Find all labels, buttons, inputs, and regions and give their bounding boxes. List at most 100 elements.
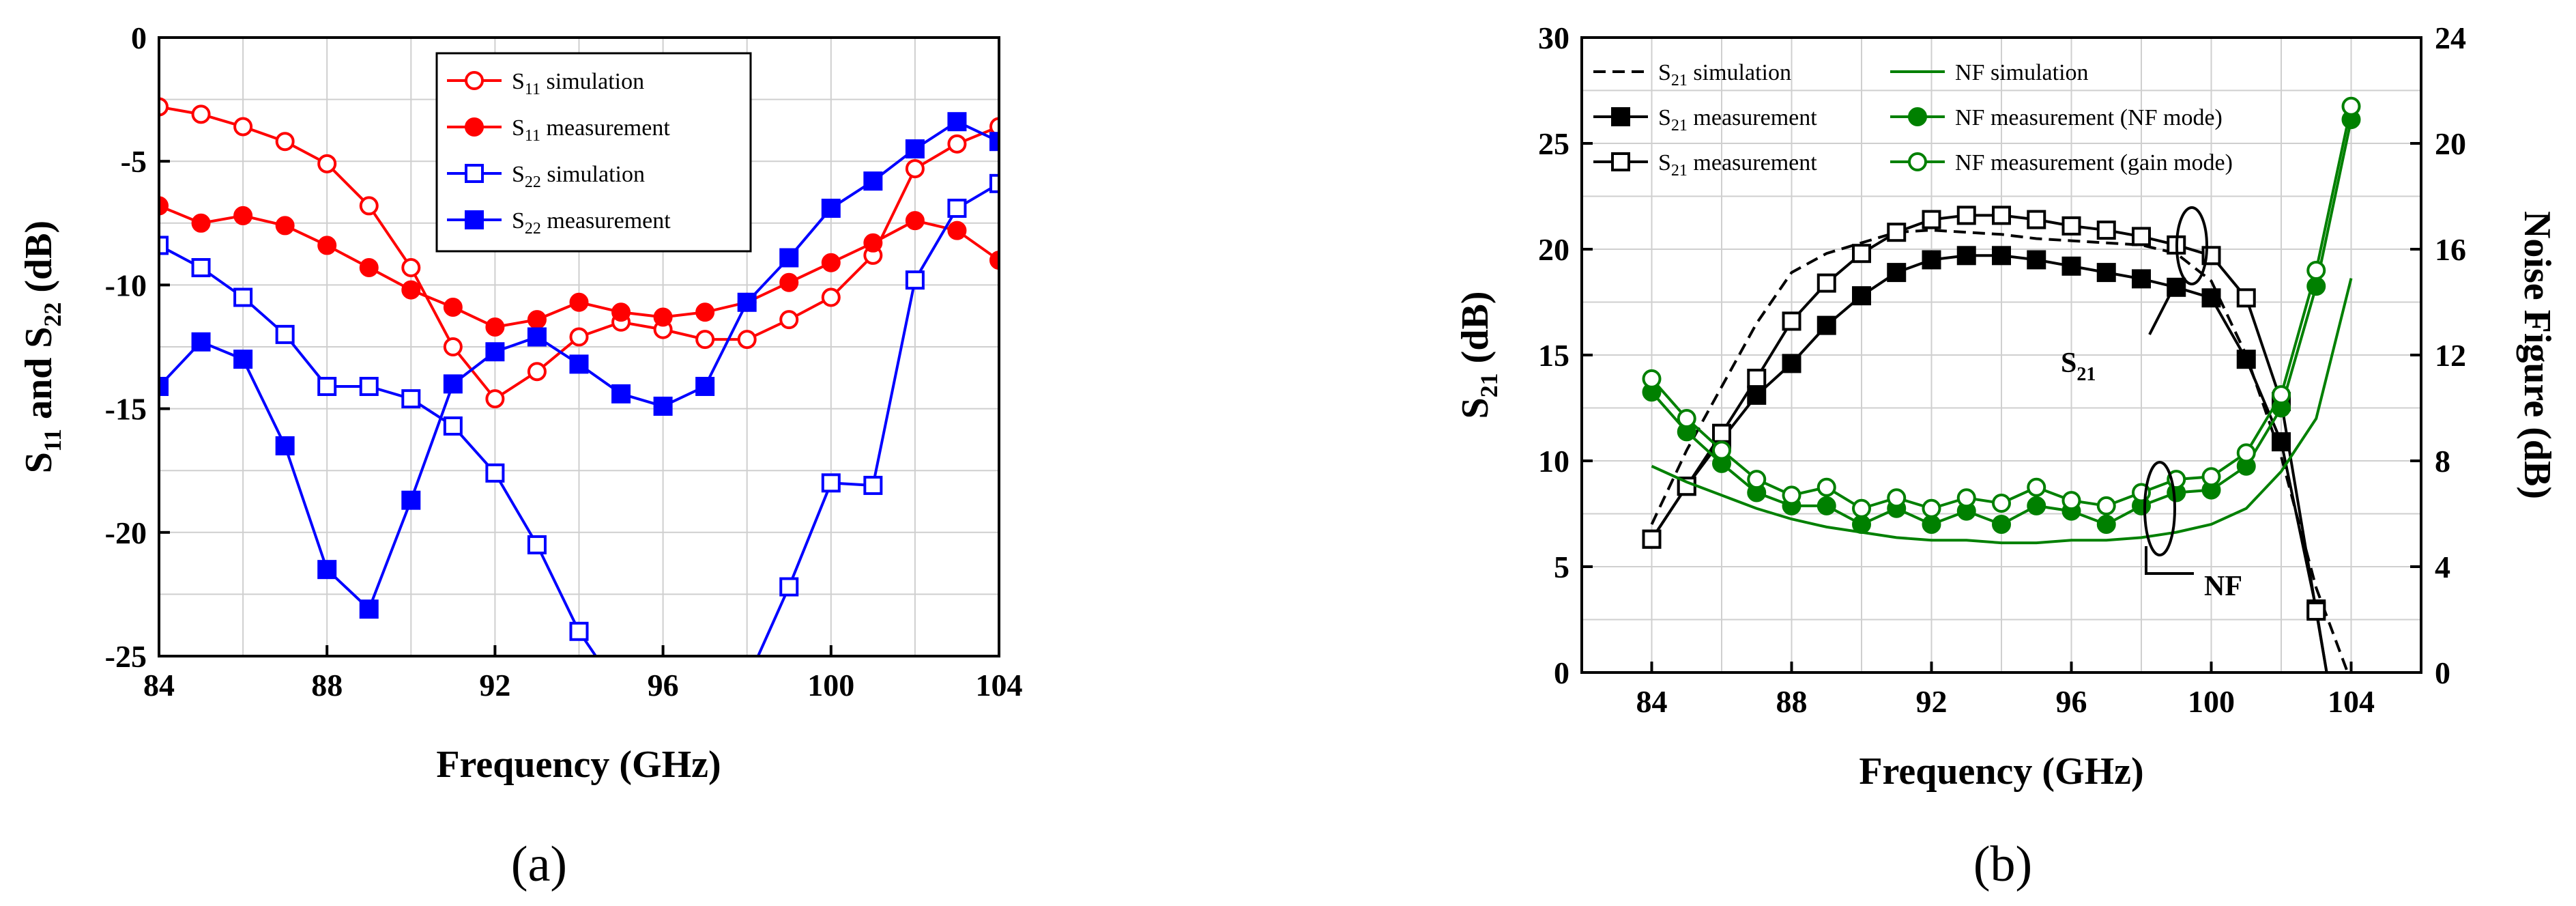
panel-b-series-s21-measurement-2-point [1712, 423, 1731, 443]
panel-a-y-axis-title: S11 and S22 (dB) [18, 221, 66, 473]
panel-b-series-nf-measurement-gain-mode-5-point [1747, 470, 1767, 490]
s21-annotation-arrow [2148, 281, 2178, 335]
panel-a-series-s22-simulation-2-point [317, 376, 337, 396]
panel-a-series-s11-measurement-1 [159, 196, 999, 337]
panel-b-series-s21-measurement-1-point [1852, 286, 1871, 306]
panel-b-series-s21-measurement-2-point [1817, 273, 1836, 293]
panel-b-series-s21-measurement-1-point [2096, 263, 2116, 283]
panel-b-y-axis-title: S21 (dB) [1454, 292, 1503, 419]
panel-a-plot-frame [158, 36, 1000, 657]
panel-b-x-tick-label: 104 [2328, 684, 2375, 719]
panel-a-series-s22-measurement-3-point [159, 376, 169, 396]
panel-a-series-s11-simulation-0-point [569, 327, 589, 347]
panel-b-series-nf-measurement-gain-mode-5-point [2096, 496, 2116, 515]
panel-a-series-s11-simulation-0-point [485, 389, 505, 409]
panel-b-y2-tick-label: 8 [2435, 444, 2450, 479]
panel-a-series-s11-measurement-1-point [233, 206, 253, 225]
panel-a-series-s22-measurement-3-point [863, 171, 883, 191]
panel-a-series-s22-measurement-3 [159, 112, 999, 619]
panel-b-series-s21-measurement-1-point [2201, 288, 2221, 308]
panel-a-series-s22-measurement-3-point [317, 560, 337, 580]
panel-a-series-s11-simulation-0-point [443, 337, 463, 356]
panel-b-series-nf-measurement-nf-mode-4-point [1852, 515, 1871, 534]
panel-b-series-nf-measurement-gain-mode-5-point [1782, 485, 1801, 505]
panel-b-series-nf-measurement-gain-mode-5-point [1992, 494, 2011, 513]
panel-a-series-s22-measurement-3-point [359, 599, 379, 619]
panel-a-y-axis-sub-22: 22 [39, 302, 66, 327]
panel-a-x-tick-label: 84 [143, 668, 175, 703]
panel-b-series-nf-simulation-3 [1651, 278, 2353, 545]
panel-b-series-s21-measurement-2-point [1782, 311, 1801, 331]
panel-a-legend-entry-1-label-sub: 11 [525, 127, 540, 145]
panel-b-y2-axis-title: Noise Figure (dB) [2516, 211, 2558, 499]
panel-a-legend-entry-1-label-rest: measurement [540, 115, 670, 141]
panel-a-series-s22-simulation-2-point [401, 389, 421, 409]
panel-b-y2-tick-label: 0 [2435, 655, 2450, 690]
panel-a-series-s22-simulation-2-point [739, 673, 755, 689]
panel-b-legend-marker [1908, 107, 1927, 126]
panel-b-series-s21-measurement-2-point [2306, 601, 2326, 621]
s21-annotation-label: S21 [2061, 348, 2096, 385]
panel-b-series-s21-measurement-1-point [1992, 246, 2011, 266]
panel-a-y-tick-label: -25 [105, 639, 147, 674]
panel-b-y2-tick-label: 12 [2435, 338, 2466, 373]
panel-b-legend-entry-2-label-sub: 21 [1671, 162, 1688, 180]
panel-a-series-s11-simulation-0-point [695, 330, 715, 350]
panel-b-series-nf-measurement-nf-mode-4-point [2096, 515, 2116, 534]
panel-a-series-s11-simulation-0-point [947, 134, 967, 154]
panel-b-legend-entry-0-label: S21 simulation [1658, 60, 1791, 89]
panel-a-series-s11-measurement-1-point [317, 236, 337, 255]
panel-b-legend-entry-5-label: NF measurement (gain mode) [1955, 150, 2233, 175]
panel-b-series-s21-measurement-1-point [2061, 256, 2081, 276]
panel-a-series-s22-measurement-3-point [443, 374, 463, 394]
panel-b-y-tick-label: 15 [1538, 338, 1569, 373]
panel-b-series-s21-measurement-2-point [1642, 529, 1662, 549]
panel-b: 84 88 92 96 100 104 0 5 10 15 20 25 30 0 4 8 12 16 20 24 S2… [1454, 20, 2558, 892]
panel-a-series-s11-simulation-0-point [317, 154, 337, 173]
panel-a-series-s22-measurement-3-point [947, 112, 967, 132]
panel-a-series-s11-simulation-0-point [191, 104, 211, 124]
panel-a-series-s11-measurement-1-point [569, 292, 589, 312]
panel-a-series-s22-measurement-3-point [401, 490, 421, 510]
panel-b-label: (b) [1973, 836, 2032, 892]
panel-a-legend-box [435, 52, 752, 253]
panel-a-series-s11-simulation-0-point [275, 132, 295, 152]
panel-a-series-s11-simulation-0-point [359, 196, 379, 216]
panel-b-series-s21-measurement-1-line [1650, 254, 2328, 673]
panel-b-series-nf-measurement-gain-mode-5-point [1677, 409, 1696, 428]
panel-b-series-s21-measurement-1-point [1922, 250, 1941, 270]
panel-a-series-s22-measurement-3-point [989, 132, 999, 152]
panel-a-series-s11-measurement-1-point [159, 196, 169, 216]
panel-a-series-s11-measurement-1-point [485, 317, 505, 337]
panel-b-series-nf-measurement-nf-mode-4-point [2027, 496, 2046, 515]
panel-a-label: (a) [511, 836, 567, 892]
panel-b-y2-tick-label: 20 [2435, 126, 2466, 161]
panel-b-series-nf-measurement-gain-mode-5-point [2341, 96, 2361, 116]
panel-a-series-s22-simulation-2-point [905, 270, 925, 290]
panel-a-series-s22-simulation-2-point [613, 685, 629, 701]
panel-a-y-tick-label: -15 [105, 392, 147, 427]
panel-a-series-s11-measurement-1-point [989, 251, 999, 270]
panel-a-x-tick-label: 88 [311, 668, 343, 703]
panel-b-legend-entry-0-label-sub: 21 [1671, 72, 1688, 89]
panel-a-x-tick-label: 96 [648, 668, 679, 703]
panel-a-series-s11-measurement-1-point [275, 216, 295, 236]
panel-b-series-s21-measurement-2-point [2096, 221, 2116, 240]
panel-a-legend-marker [465, 210, 484, 229]
panel-a-series-s11-measurement-1-point [653, 307, 673, 327]
panel-b-x-axis-title: Frequency (GHz) [1859, 750, 2143, 793]
panel-b-legend-entry: NF measurement (NF mode) [1890, 105, 2223, 130]
panel-b-y2-tick-label: 24 [2435, 20, 2466, 55]
panel-b-legend-entry: S21 measurement [1593, 150, 1817, 180]
panel-a-legend-entry-3-label-sub: 22 [525, 220, 541, 238]
panel-b-y-axis-sub: 21 [1475, 373, 1503, 397]
panel-b-series-s21-measurement-2-point [2061, 216, 2081, 236]
panel-a-y-tick-label: -5 [121, 144, 147, 179]
panel-a-series-s11-measurement-1-point [905, 211, 925, 231]
panel-a-series-s22-measurement-3-point [275, 436, 295, 455]
panel-b-y-axis-unit: (dB) [1454, 292, 1496, 373]
panel-b-series-s21-measurement-2-point [2027, 210, 2046, 229]
